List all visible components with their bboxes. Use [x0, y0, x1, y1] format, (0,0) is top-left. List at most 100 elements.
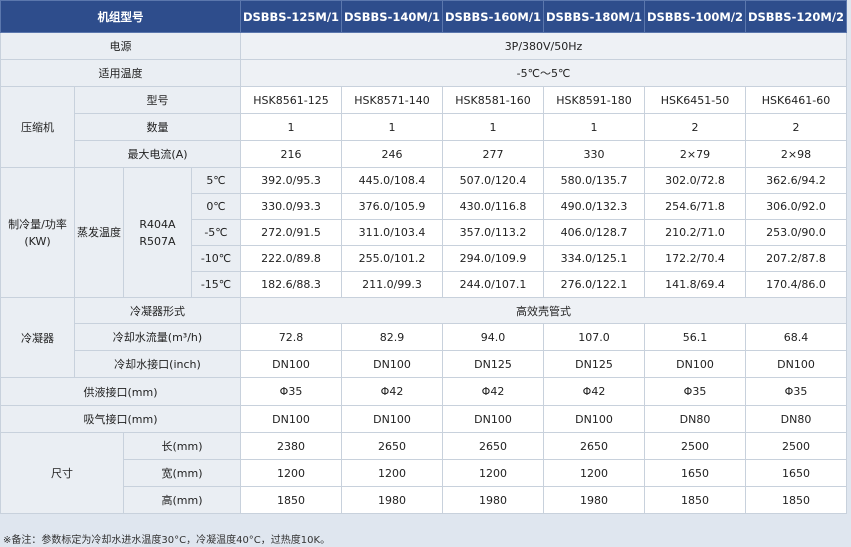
table-cell: 2	[644, 113, 746, 141]
power-label: 电源	[0, 32, 241, 60]
cooling-row: 制冷量/功率(KW) 蒸发温度 R404A R507A 5℃ 392.0/95.…	[0, 167, 847, 298]
table-cell: HSK6451-50	[644, 86, 746, 114]
condenser-label: 冷凝器	[0, 297, 75, 378]
table-cell: 430.0/116.8	[442, 193, 544, 220]
table-cell: 82.9	[341, 323, 443, 351]
cooling-row: -10℃ 222.0/89.8 255.0/101.2 294.0/109.9 …	[1, 245, 847, 272]
dimensions-label: 尺寸	[0, 432, 124, 514]
table-cell: DN125	[543, 350, 645, 378]
table-cell: 1	[240, 113, 342, 141]
table-cell: 244.0/107.1	[442, 271, 544, 298]
table-cell: 276.0/122.1	[543, 271, 645, 298]
table-cell: 2650	[543, 432, 645, 460]
cooling-row: -15℃ 182.6/88.3 211.0/99.3 244.0/107.1 2…	[1, 271, 847, 298]
dimension-row: 尺寸 长(mm) 2380 2650 2650 2650 2500 2500	[0, 432, 847, 514]
suction-label: 吸气接口(mm)	[0, 405, 241, 433]
condenser-type-label: 冷凝器形式	[74, 297, 241, 324]
header-row: 机组型号 DSBBS-125M/1 DSBBS-140M/1 DSBBS-160…	[0, 0, 847, 33]
header-label: 机组型号	[0, 0, 241, 33]
table-cell: 306.0/92.0	[745, 193, 847, 220]
dimension-label: 高(mm)	[123, 486, 241, 514]
temp-range-row: 适用温度 -5℃～5℃	[0, 59, 847, 87]
table-cell: 445.0/108.4	[341, 167, 443, 194]
evap-temp-value: -15℃	[191, 271, 241, 298]
table-cell: 330	[543, 140, 645, 168]
table-cell: HSK8561-125	[240, 86, 342, 114]
table-cell: 1850	[644, 486, 746, 514]
evap-temp-value: 5℃	[191, 167, 241, 194]
condenser-flow-label: 冷却水流量(m³/h)	[74, 323, 241, 351]
model-header: DSBBS-100M/2	[644, 0, 746, 33]
table-cell: 1980	[543, 486, 645, 514]
table-cell: 1200	[240, 459, 342, 487]
table-cell: 210.2/71.0	[644, 219, 746, 246]
table-cell: 68.4	[745, 323, 847, 351]
table-cell: 490.0/132.3	[543, 193, 645, 220]
table-cell: HSK6461-60	[745, 86, 847, 114]
table-cell: 580.0/135.7	[543, 167, 645, 194]
power-value: 3P/380V/50Hz	[240, 32, 847, 60]
table-cell: 1200	[341, 459, 443, 487]
table-cell: 2	[745, 113, 847, 141]
table-cell: Φ35	[644, 377, 746, 406]
table-cell: 2500	[644, 432, 746, 460]
table-cell: HSK8591-180	[543, 86, 645, 114]
spec-table: 机组型号 DSBBS-125M/1 DSBBS-140M/1 DSBBS-160…	[0, 0, 847, 514]
refrigerant-label: R404A R507A	[123, 167, 192, 298]
model-header: DSBBS-160M/1	[442, 0, 544, 33]
table-cell: 172.2/70.4	[644, 245, 746, 272]
table-cell: 253.0/90.0	[745, 219, 847, 246]
table-cell: DN100	[341, 405, 443, 433]
table-cell: 1	[442, 113, 544, 141]
table-cell: 72.8	[240, 323, 342, 351]
table-cell: 2650	[341, 432, 443, 460]
table-cell: DN100	[745, 350, 847, 378]
table-cell: 182.6/88.3	[240, 271, 342, 298]
table-cell: DN80	[745, 405, 847, 433]
table-cell: 207.2/87.8	[745, 245, 847, 272]
suction-row: 吸气接口(mm) DN100 DN100 DN100 DN100 DN80 DN…	[0, 405, 847, 433]
dimension-row: 高(mm) 1850 1980 1980 1980 1850 1850	[1, 486, 847, 514]
table-cell: 216	[240, 140, 342, 168]
model-header: DSBBS-120M/2	[745, 0, 847, 33]
table-cell: 507.0/120.4	[442, 167, 544, 194]
table-cell: 294.0/109.9	[442, 245, 544, 272]
table-cell: 1850	[745, 486, 847, 514]
condenser-type-value: 高效壳管式	[240, 297, 847, 324]
footnote: ※备注：参数标定为冷却水进水温度30°C，冷凝温度40°C，过热度10K。	[3, 535, 331, 546]
supply-label: 供液接口(mm)	[0, 377, 241, 406]
table-cell: Φ35	[240, 377, 342, 406]
table-cell: 255.0/101.2	[341, 245, 443, 272]
model-header: DSBBS-180M/1	[543, 0, 645, 33]
table-cell: 1	[341, 113, 443, 141]
compressor-current-label: 最大电流(A)	[74, 140, 241, 168]
table-cell: 56.1	[644, 323, 746, 351]
table-cell: 2650	[442, 432, 544, 460]
table-cell: 357.0/113.2	[442, 219, 544, 246]
table-cell: 107.0	[543, 323, 645, 351]
compressor-qty-row: 数量 1 1 1 1 2 2	[1, 113, 847, 141]
table-cell: Φ42	[543, 377, 645, 406]
table-cell: Φ42	[341, 377, 443, 406]
table-cell: 2380	[240, 432, 342, 460]
table-cell: 1200	[543, 459, 645, 487]
power-row: 电源 3P/380V/50Hz	[0, 32, 847, 60]
table-cell: 94.0	[442, 323, 544, 351]
condenser-port-row: 冷却水接口(inch) DN100 DN100 DN125 DN125 DN10…	[1, 350, 847, 378]
table-cell: 1850	[240, 486, 342, 514]
table-cell: DN125	[442, 350, 544, 378]
table-cell: 1	[543, 113, 645, 141]
table-cell: 222.0/89.8	[240, 245, 342, 272]
condenser-flow-row: 冷却水流量(m³/h) 72.8 82.9 94.0 107.0 56.1 68…	[1, 323, 847, 351]
evap-temp-label: 蒸发温度	[74, 167, 124, 298]
compressor-current-row: 最大电流(A) 216 246 277 330 2×79 2×98	[1, 140, 847, 168]
table-cell: Φ35	[745, 377, 847, 406]
evap-temp-value: -10℃	[191, 245, 241, 272]
table-cell: DN100	[240, 350, 342, 378]
model-header: DSBBS-125M/1	[240, 0, 342, 33]
compressor-qty-label: 数量	[74, 113, 241, 141]
table-cell: HSK8581-160	[442, 86, 544, 114]
condenser-port-label: 冷却水接口(inch)	[74, 350, 241, 378]
table-cell: 141.8/69.4	[644, 271, 746, 298]
evap-temp-value: -5℃	[191, 219, 241, 246]
